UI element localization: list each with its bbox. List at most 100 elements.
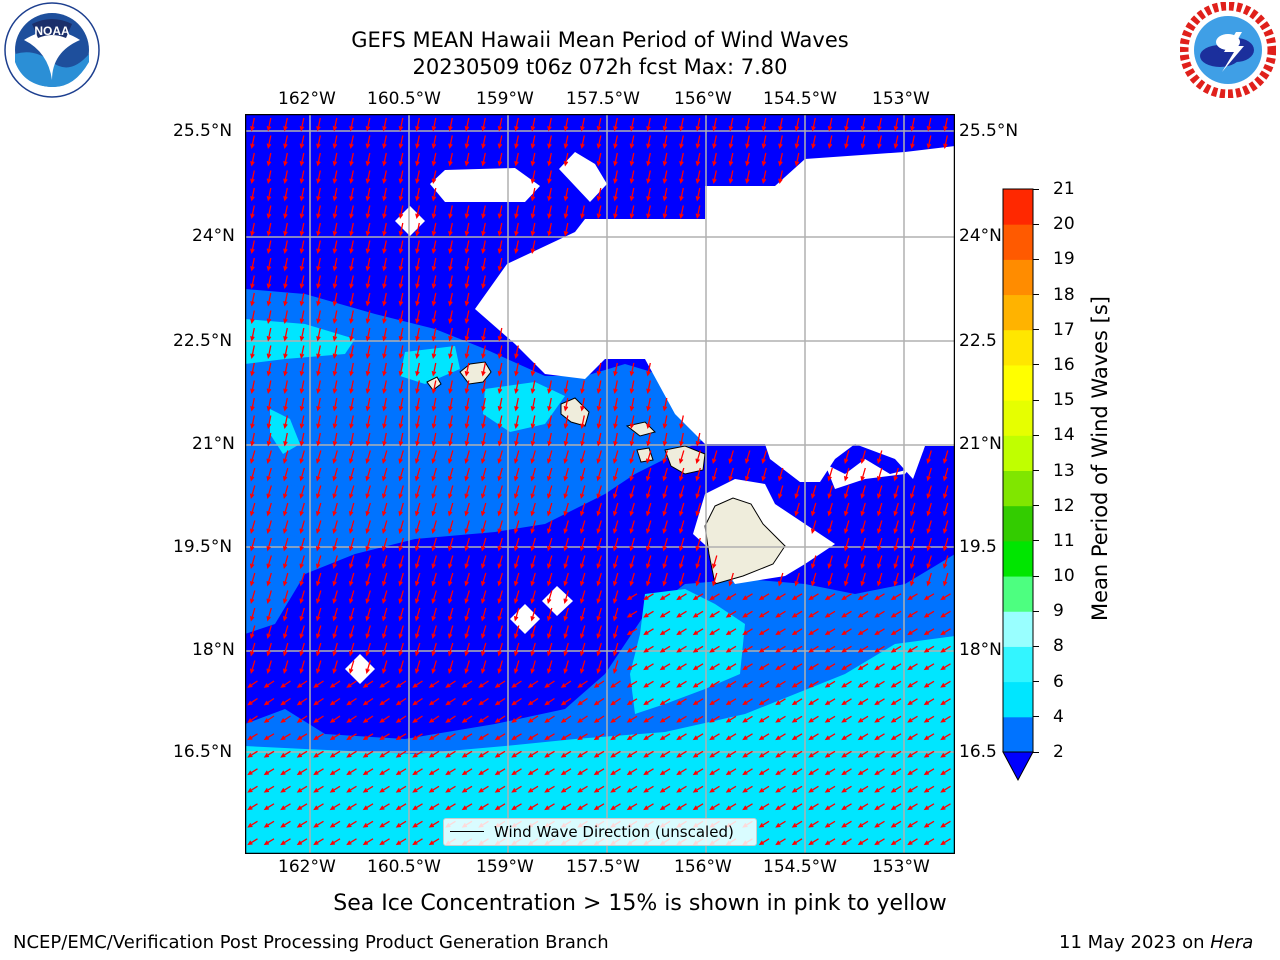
wave-direction-arrow: [926, 117, 932, 132]
wave-direction-arrow: [398, 152, 404, 167]
wave-direction-arrow: [940, 785, 951, 793]
wave-direction-arrow: [596, 660, 602, 674]
wave-direction-arrow: [332, 292, 338, 307]
wave-direction-arrow: [514, 415, 519, 429]
wave-direction-arrow: [909, 537, 916, 552]
wave-direction-arrow: [365, 537, 371, 552]
wave-direction-arrow: [742, 733, 753, 741]
wave-direction-arrow: [876, 537, 883, 552]
wave-direction-arrow: [365, 310, 371, 324]
wave-direction-arrow: [808, 785, 819, 793]
wave-direction-arrow: [461, 715, 473, 723]
wave-direction-arrow: [398, 502, 404, 517]
wave-direction-arrow: [742, 593, 753, 601]
field-4-6s: [400, 346, 460, 384]
wave-direction-arrow: [874, 803, 885, 811]
wave-direction-arrow: [464, 380, 470, 394]
wave-direction-arrow: [676, 663, 687, 671]
wave-direction-arrow: [563, 520, 569, 534]
wave-direction-arrow: [728, 117, 734, 132]
chart-title-line2: 20230509 t06z 072h fcst Max: 7.80: [412, 55, 788, 79]
lat-label-right: 21°N: [959, 434, 1002, 454]
wave-direction-arrow: [942, 520, 949, 534]
wave-direction-arrow: [811, 135, 816, 149]
wave-direction-arrow: [497, 520, 503, 534]
wave-direction-arrow: [629, 362, 635, 377]
wave-direction-arrow: [431, 187, 437, 202]
wave-direction-arrow: [313, 680, 324, 688]
wave-direction-arrow: [662, 432, 668, 447]
wave-direction-arrow: [266, 397, 272, 412]
wave-direction-arrow: [923, 838, 935, 846]
wave-direction-arrow: [514, 205, 519, 219]
wave-direction-arrow: [808, 768, 819, 776]
wave-direction-arrow: [346, 820, 357, 828]
wave-direction-arrow: [942, 555, 949, 569]
wave-direction-arrow: [942, 467, 949, 482]
wave-direction-arrow: [890, 750, 902, 758]
wave-direction-arrow: [448, 117, 453, 132]
colorbar-tick-mark: [1033, 329, 1039, 331]
wave-direction-arrow: [560, 733, 572, 741]
wave-direction-arrow: [250, 205, 255, 219]
wave-direction-arrow: [775, 698, 786, 706]
wave-direction-arrow: [530, 222, 536, 237]
wave-direction-arrow: [709, 593, 720, 601]
lat-label-left: 22.5°N: [173, 331, 233, 351]
wave-direction-arrow: [580, 415, 585, 429]
wave-direction-arrow: [382, 362, 387, 377]
wave-direction-arrow: [329, 680, 341, 688]
wave-direction-arrow: [299, 590, 305, 604]
lon-label-bottom: 154.5°W: [763, 857, 837, 877]
wave-direction-arrow: [626, 768, 638, 776]
wave-direction-arrow: [544, 680, 555, 688]
wave-direction-arrow: [514, 240, 519, 254]
wave-direction-arrow: [596, 415, 602, 429]
wave-direction-arrow: [431, 275, 437, 289]
wave-direction-arrow: [296, 733, 308, 741]
wave-direction-arrow: [415, 310, 420, 324]
wave-direction-arrow: [827, 117, 833, 132]
wave-direction-arrow: [266, 380, 272, 394]
wave-direction-arrow: [365, 485, 371, 499]
wave-direction-arrow: [794, 152, 800, 167]
wave-direction-arrow: [676, 715, 687, 723]
wave-direction-arrow: [316, 135, 321, 149]
wave-direction-arrow: [348, 537, 355, 552]
wave-direction-arrow: [613, 380, 618, 394]
wave-direction-arrow: [299, 257, 305, 272]
wave-direction-arrow: [480, 450, 487, 464]
wave-direction-arrow: [775, 785, 786, 793]
wave-direction-arrow: [464, 292, 470, 307]
wave-direction-arrow: [857, 768, 869, 776]
wave-direction-arrow: [692, 750, 704, 758]
wave-direction-arrow: [283, 397, 288, 412]
wave-direction-arrow: [692, 628, 704, 636]
wave-direction-arrow: [266, 310, 272, 324]
wave-direction-arrow: [247, 785, 258, 793]
wave-direction-arrow: [513, 485, 520, 499]
colorbar-under-triangle: [1002, 751, 1034, 782]
wave-direction-arrow: [299, 187, 305, 202]
wave-direction-arrow: [794, 485, 800, 499]
wave-direction-arrow: [266, 537, 272, 552]
wave-direction-arrow: [481, 415, 486, 429]
wave-direction-arrow: [824, 838, 836, 846]
wave-direction-arrow: [365, 642, 371, 657]
wave-direction-arrow: [349, 397, 354, 412]
wave-direction-arrow: [725, 663, 737, 671]
wave-direction-arrow: [893, 135, 899, 149]
wave-direction-arrow: [923, 593, 935, 601]
wave-direction-arrow: [315, 660, 322, 674]
colorbar-band: [1003, 435, 1033, 471]
wave-direction-arrow: [511, 768, 522, 776]
wave-direction-arrow: [824, 645, 836, 653]
wave-direction-arrow: [362, 803, 374, 811]
wave-direction-arrow: [315, 642, 322, 657]
wave-direction-arrow: [349, 380, 354, 394]
wave-direction-arrow: [843, 537, 850, 552]
wave-direction-arrow: [481, 327, 486, 342]
wave-direction-arrow: [808, 820, 819, 828]
wave-direction-arrow: [563, 397, 569, 412]
wave-direction-arrow: [282, 642, 289, 657]
